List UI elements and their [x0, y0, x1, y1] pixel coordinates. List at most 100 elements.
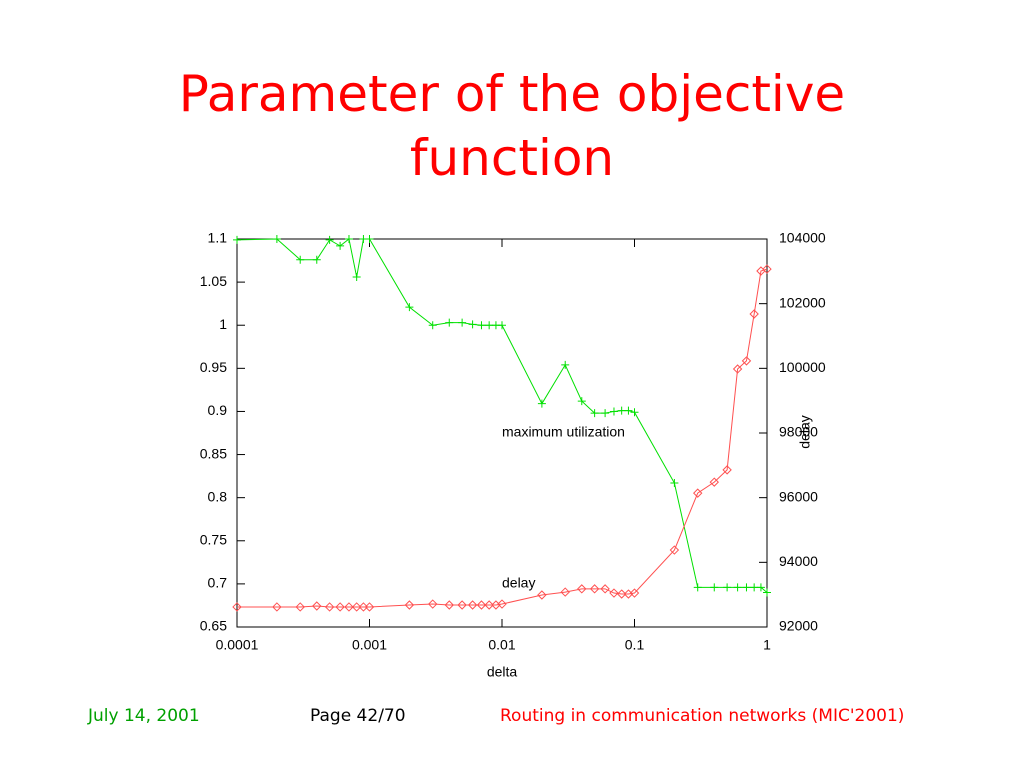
- y-tick-label: 0.95: [200, 359, 227, 375]
- diamond-marker: [537, 590, 547, 600]
- diamond-marker: [749, 309, 759, 319]
- diamond-marker: [693, 488, 703, 498]
- plus-marker: [325, 235, 334, 244]
- plus-marker: [609, 407, 618, 416]
- y2-tick-label: 100000: [779, 359, 826, 375]
- diamond-marker: [616, 589, 627, 599]
- plus-marker: [537, 399, 546, 408]
- plus-marker: [296, 255, 305, 264]
- y-tick-label: 1.05: [200, 273, 227, 289]
- y-tick-label: 0.75: [200, 531, 227, 547]
- x-tick-label: 0.0001: [216, 637, 259, 653]
- plus-marker: [750, 583, 759, 592]
- y2-axis-label: delay: [797, 415, 813, 448]
- diamond-marker: [762, 264, 772, 274]
- plus-marker: [670, 479, 679, 488]
- plus-marker: [485, 321, 494, 330]
- plus-marker: [763, 588, 771, 597]
- plus-marker: [458, 318, 467, 327]
- plus-marker: [624, 406, 633, 415]
- plus-marker: [601, 409, 610, 418]
- plus-marker: [445, 318, 454, 327]
- diamond-marker: [484, 600, 494, 610]
- diamond-marker: [351, 602, 362, 612]
- diamond-marker: [364, 602, 375, 612]
- footer-date: July 14, 2001: [88, 706, 200, 726]
- y2-tick-label: 94000: [779, 553, 818, 569]
- diamond-marker: [629, 588, 640, 598]
- y2-tick-label: 96000: [779, 488, 818, 504]
- plus-marker: [742, 583, 751, 592]
- plus-marker: [693, 583, 702, 592]
- diamond-marker: [295, 602, 305, 612]
- plus-marker: [733, 583, 742, 592]
- plus-marker: [498, 321, 506, 330]
- diamond-marker: [428, 599, 438, 609]
- diamond-marker: [709, 477, 719, 487]
- diamond-marker: [609, 588, 619, 598]
- plus-marker: [365, 235, 374, 243]
- diamond-marker: [404, 600, 415, 610]
- series-label: delay: [502, 575, 535, 591]
- y-tick-label: 1.1: [208, 230, 228, 246]
- footer-talk: Routing in communication networks (MIC'2…: [500, 706, 905, 726]
- plus-marker: [710, 583, 719, 592]
- diamond-marker: [497, 599, 507, 609]
- plus-marker: [617, 406, 626, 415]
- plus-marker: [723, 583, 732, 592]
- slide-title: Parameter of the objective function: [178, 65, 846, 187]
- diamond-marker: [457, 600, 467, 610]
- diamond-marker: [741, 356, 752, 366]
- y-tick-label: 0.7: [208, 575, 228, 591]
- x-tick-label: 1: [763, 637, 771, 653]
- diamond-marker: [600, 584, 610, 594]
- y2-tick-label: 104000: [779, 230, 826, 246]
- y-tick-label: 0.8: [208, 488, 228, 504]
- diamond-marker: [344, 602, 354, 612]
- plus-marker: [630, 408, 639, 417]
- diamond-marker: [232, 602, 242, 612]
- plus-marker: [428, 321, 437, 330]
- diamond-marker: [312, 601, 322, 611]
- y-tick-label: 0.65: [200, 618, 227, 634]
- x-tick-label: 0.1: [625, 637, 645, 653]
- diamond-marker: [669, 545, 680, 555]
- plus-marker: [577, 397, 586, 406]
- y-tick-label: 0.9: [208, 402, 228, 418]
- x-tick-label: 0.01: [488, 637, 515, 653]
- diamond-marker: [589, 584, 600, 594]
- x-tick-label: 0.001: [352, 637, 387, 653]
- plus-marker: [312, 255, 321, 264]
- footer-page: Page 42/70: [310, 706, 406, 726]
- series-line: [237, 268, 768, 608]
- diamond-marker: [444, 600, 454, 610]
- diamond-marker: [560, 587, 570, 597]
- diamond-marker: [335, 602, 345, 612]
- plus-marker: [468, 320, 477, 329]
- diamond-marker: [722, 465, 732, 475]
- x-axis-label: delta: [487, 664, 518, 680]
- diamond-marker: [272, 602, 282, 612]
- y2-tick-label: 92000: [779, 618, 818, 634]
- series-label: maximum utilization: [502, 424, 625, 440]
- series-line: [236, 238, 768, 593]
- diamond-marker: [577, 584, 587, 594]
- diamond-marker: [358, 602, 369, 612]
- plus-marker: [590, 409, 599, 418]
- y-tick-label: 0.85: [200, 445, 227, 461]
- plus-marker: [344, 235, 353, 243]
- plus-marker: [756, 583, 765, 592]
- diamond-marker: [476, 600, 487, 610]
- plus-marker: [477, 321, 486, 330]
- diamond-marker: [467, 600, 478, 610]
- plus-marker: [336, 241, 345, 250]
- plus-marker: [272, 235, 281, 243]
- diamond-marker: [732, 364, 743, 374]
- plus-marker: [233, 235, 241, 244]
- plus-marker: [561, 360, 570, 369]
- y2-tick-label: 102000: [779, 294, 826, 310]
- diamond-marker: [324, 602, 335, 612]
- y2-tick-label: 98000: [779, 424, 818, 440]
